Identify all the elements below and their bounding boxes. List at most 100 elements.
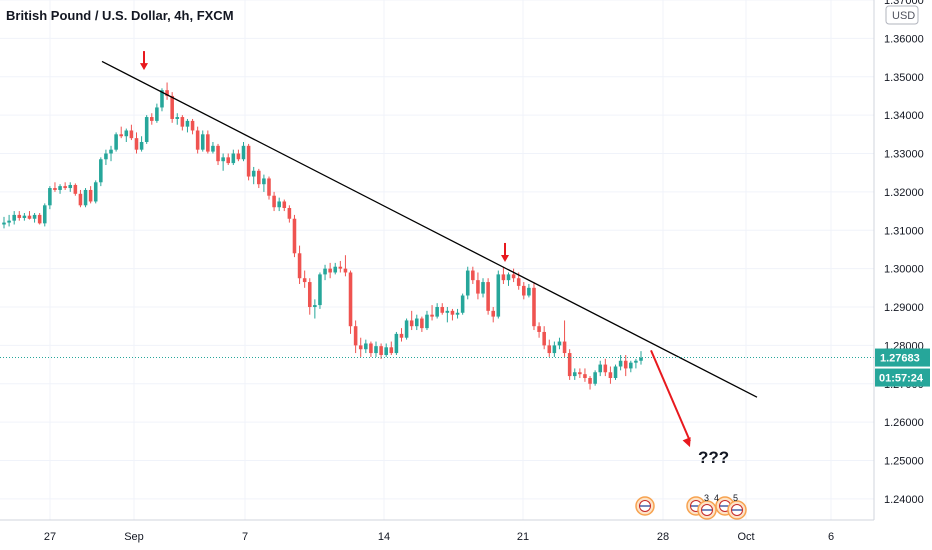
candle bbox=[399, 328, 404, 342]
candle bbox=[297, 245, 302, 284]
candle bbox=[313, 299, 317, 319]
candle bbox=[129, 124, 134, 141]
candle-body bbox=[226, 157, 231, 164]
candle bbox=[557, 337, 562, 350]
candle bbox=[165, 82, 169, 100]
candle bbox=[282, 199, 287, 212]
candle-body bbox=[78, 193, 83, 206]
candle bbox=[292, 214, 297, 258]
candle-body bbox=[557, 341, 562, 346]
y-tick-label: 1.34000 bbox=[884, 110, 924, 122]
candle-body bbox=[323, 268, 327, 275]
event-icon-uk[interactable] bbox=[727, 500, 747, 520]
candle-body bbox=[389, 347, 394, 354]
candle bbox=[73, 183, 78, 196]
candle bbox=[613, 364, 618, 380]
candle bbox=[527, 283, 531, 298]
x-tick-label: 28 bbox=[657, 531, 669, 543]
candle-body bbox=[185, 120, 190, 127]
candle-body bbox=[190, 120, 195, 131]
candle-body bbox=[348, 272, 353, 327]
y-axis: 1.240001.250001.260001.270001.280001.290… bbox=[873, 0, 932, 550]
plot-background bbox=[0, 0, 874, 520]
candle-body bbox=[206, 134, 210, 152]
candle bbox=[27, 211, 32, 220]
down-arrow-marker bbox=[501, 242, 509, 262]
candle bbox=[83, 188, 88, 208]
candle-body bbox=[165, 90, 169, 96]
candle bbox=[496, 270, 501, 319]
candle bbox=[588, 376, 592, 390]
candle-body bbox=[307, 282, 312, 308]
candle-body bbox=[547, 345, 552, 354]
candle bbox=[37, 212, 42, 225]
event-count-label: 5 bbox=[733, 493, 738, 503]
candle bbox=[425, 310, 429, 331]
candle bbox=[435, 303, 439, 319]
candle bbox=[124, 128, 129, 142]
candle-body bbox=[369, 343, 373, 354]
candle-body bbox=[17, 214, 22, 218]
candle bbox=[379, 343, 383, 359]
candle-body bbox=[297, 253, 302, 279]
candle-body bbox=[2, 222, 6, 225]
annotation-text[interactable]: ??? bbox=[698, 448, 729, 467]
projection-arrow-head bbox=[682, 437, 691, 448]
candle bbox=[185, 118, 190, 133]
down-arrow-marker bbox=[140, 51, 148, 71]
candle-body bbox=[73, 184, 78, 194]
currency-badge[interactable] bbox=[885, 5, 919, 25]
candle bbox=[333, 262, 338, 275]
trendline[interactable] bbox=[101, 60, 758, 398]
candle-body bbox=[537, 326, 541, 332]
candle bbox=[302, 270, 307, 288]
projection-arrow[interactable] bbox=[650, 349, 691, 448]
candle bbox=[358, 337, 363, 357]
candle-body bbox=[287, 208, 292, 219]
candle-body bbox=[343, 268, 348, 273]
candle-body bbox=[68, 184, 73, 189]
candle bbox=[623, 354, 628, 377]
candle-body bbox=[144, 117, 149, 142]
candle-body bbox=[180, 117, 185, 127]
candle-body bbox=[99, 159, 103, 183]
candle-body bbox=[32, 214, 37, 219]
candle-body bbox=[313, 305, 317, 308]
candle bbox=[338, 260, 343, 273]
candle bbox=[353, 320, 358, 354]
candle-body bbox=[53, 188, 57, 190]
candle bbox=[501, 266, 506, 284]
candle-body bbox=[639, 357, 643, 361]
event-icon-uk[interactable] bbox=[697, 500, 717, 520]
candle-body bbox=[430, 314, 434, 317]
y-tick-label: 1.35000 bbox=[884, 72, 924, 84]
candle bbox=[251, 166, 256, 185]
candle-body bbox=[384, 347, 388, 355]
candle-body bbox=[578, 372, 582, 375]
candle-body bbox=[374, 346, 378, 354]
candle bbox=[532, 282, 536, 331]
candle bbox=[384, 343, 388, 357]
candle bbox=[323, 264, 327, 281]
candle bbox=[364, 339, 368, 354]
candle bbox=[307, 278, 312, 315]
candle-body bbox=[542, 331, 546, 346]
candle-body bbox=[109, 149, 113, 154]
candle bbox=[231, 149, 236, 166]
candle-body bbox=[629, 362, 633, 369]
candle bbox=[542, 326, 546, 350]
candle-body bbox=[552, 345, 557, 354]
candle-body bbox=[572, 372, 577, 377]
candle-body bbox=[522, 285, 526, 296]
candle bbox=[567, 349, 572, 380]
candle bbox=[511, 268, 516, 283]
event-icon-us[interactable] bbox=[635, 496, 655, 516]
candle-body bbox=[27, 215, 32, 219]
candle bbox=[318, 272, 322, 309]
candle bbox=[190, 118, 195, 135]
candle-body bbox=[445, 310, 450, 313]
candle-body bbox=[119, 134, 123, 137]
candle bbox=[455, 308, 460, 319]
